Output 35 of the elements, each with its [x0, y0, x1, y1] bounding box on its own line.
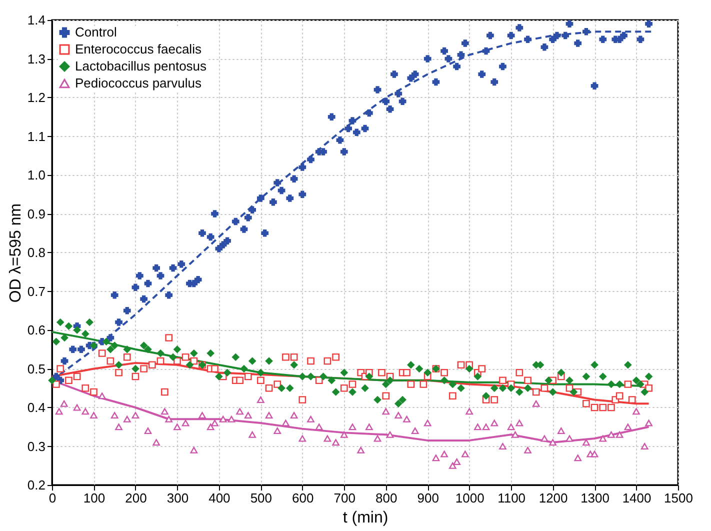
x-tick-label: 200	[125, 490, 147, 506]
x-tick-label: 400	[208, 490, 230, 506]
x-tick-label: 700	[334, 490, 356, 506]
y-tick-label: 0.6	[27, 322, 46, 338]
y-tick-label: 1.2	[27, 90, 46, 105]
y-tick-label: 0.5	[27, 361, 46, 376]
x-tick-label: 600	[292, 490, 314, 506]
legend-label: Lactobacillus pentosus	[75, 58, 208, 74]
x-tick-label: 900	[417, 490, 439, 506]
y-tick-label: 1.4	[27, 12, 46, 28]
x-tick-label: 800	[376, 490, 398, 506]
y-tick-label: 1.3	[27, 51, 46, 66]
y-axis-title: OD λ=595 nm	[7, 203, 24, 303]
x-tick-label: 1000	[455, 490, 484, 506]
x-tick-label: 1400	[622, 490, 652, 506]
y-tick-label: 0.3	[27, 438, 46, 454]
x-tick-label: 300	[166, 490, 189, 506]
x-tick-label: 1500	[664, 490, 693, 506]
x-tick-label: 1200	[538, 490, 568, 506]
x-axis-title: t (min)	[342, 510, 388, 526]
x-tick-label: 100	[83, 490, 106, 506]
x-tick-label: 500	[250, 490, 272, 506]
legend-label: Control	[75, 24, 118, 40]
legend-label: Pediococcus parvulus	[75, 76, 202, 90]
y-tick-label: 0.8	[27, 245, 46, 260]
y-tick-label: 0.4	[27, 400, 46, 415]
y-tick-label: 1.1	[27, 128, 46, 144]
y-tick-label: 0.2	[27, 478, 46, 492]
legend-label: Enterococcus faecalis	[75, 42, 202, 56]
y-tick-label: 0.7	[27, 284, 46, 299]
y-tick-label: 0.9	[27, 206, 46, 222]
x-tick-label: 1300	[580, 490, 610, 506]
y-tick-label: 1.0	[27, 168, 46, 182]
x-tick-label: 1100	[498, 490, 526, 506]
x-tick-label: 0	[48, 490, 56, 506]
